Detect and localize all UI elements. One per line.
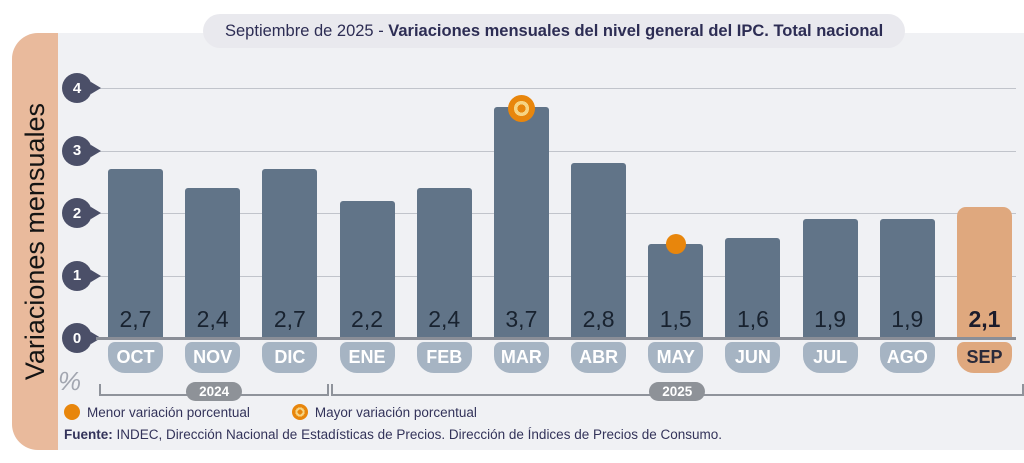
gridline-3 — [96, 150, 1016, 152]
month-pill-MAR: MAR — [493, 342, 549, 373]
x-axis-baseline — [96, 337, 1016, 340]
month-pill-ABR: ABR — [571, 342, 627, 373]
min-variation-marker — [665, 234, 686, 255]
bar-value-FEB: 2,4 — [428, 306, 461, 332]
bar-AGO — [879, 219, 935, 338]
bar-JUL — [802, 219, 858, 338]
bar-ENE — [339, 200, 395, 338]
bar-NOV — [185, 188, 241, 338]
bar-value-JUL: 1,9 — [814, 306, 847, 332]
year-bracket-2024: 2024 — [99, 382, 330, 401]
bar-value-JUN: 1,6 — [736, 306, 769, 332]
source-text: INDEC, Dirección Nacional de Estadística… — [112, 427, 723, 442]
chart-title: Septiembre de 2025 - Variaciones mensual… — [203, 14, 906, 48]
bar-OCT — [108, 169, 163, 338]
bar-FEB — [416, 188, 472, 338]
y-tick-0: 0 — [62, 323, 101, 353]
month-pill-MAY: MAY — [648, 342, 704, 373]
min-variation-dot-icon — [64, 404, 80, 420]
bar-value-MAR: 3,7 — [505, 306, 538, 332]
month-pill-JUN: JUN — [725, 342, 781, 373]
y-axis-title: Variaciones mensuales — [19, 102, 50, 381]
max-variation-ring-icon — [291, 404, 308, 420]
bar-ABR — [571, 163, 627, 338]
gridline-2 — [96, 213, 1016, 214]
month-pill-DIC: DIC — [262, 342, 318, 373]
bar-value-ABR: 2,8 — [582, 306, 615, 332]
bar-value-MAY: 1,5 — [659, 306, 692, 332]
percent-unit-label: % — [58, 366, 82, 396]
legend: Menor variación porcentual Mayor variaci… — [64, 404, 477, 420]
bar-value-DIC: 2,7 — [273, 306, 306, 332]
month-pill-SEP: SEP — [956, 342, 1012, 373]
legend-max-label: Mayor variación porcentual — [314, 404, 477, 420]
month-pill-JUL: JUL — [802, 342, 858, 373]
month-pill-ENE: ENE — [339, 342, 395, 373]
bar-value-ENE: 2,2 — [351, 306, 384, 332]
chart-title-main: Variaciones mensuales del nivel general … — [388, 22, 884, 40]
gridline-1 — [96, 275, 1016, 277]
year-pill-2025: 2025 — [649, 382, 706, 401]
month-pill-FEB: FEB — [416, 342, 472, 373]
chart-title-prefix: Septiembre de 2025 - — [225, 22, 389, 40]
bar-value-AGO: 1,9 — [891, 306, 924, 332]
source-note: Fuente: INDEC, Dirección Nacional de Est… — [64, 427, 722, 442]
bar-JUN — [725, 238, 781, 338]
gridline-4 — [96, 88, 1016, 89]
y-tick-1: 1 — [62, 260, 101, 291]
y-tick-2: 2 — [62, 198, 101, 228]
max-variation-marker — [507, 94, 535, 122]
month-pill-AGO: AGO — [879, 342, 935, 373]
bar-DIC — [262, 169, 318, 338]
month-pill-NOV: NOV — [185, 342, 241, 373]
bar-value-NOV: 2,4 — [196, 306, 229, 332]
y-tick-3: 3 — [62, 135, 101, 166]
sidebar-strip: Variaciones mensuales — [12, 33, 58, 450]
y-tick-4: 4 — [62, 73, 101, 103]
bar-value-SEP: 2,1 — [968, 306, 1001, 332]
source-prefix: Fuente: — [64, 427, 113, 442]
bar-MAR — [493, 106, 549, 338]
month-pill-OCT: OCT — [108, 342, 163, 373]
year-pill-2024: 2024 — [186, 382, 243, 401]
year-bracket-2025: 2025 — [330, 382, 1024, 401]
bar-SEP — [956, 206, 1012, 338]
bar-MAY — [648, 244, 704, 338]
legend-min-label: Menor variación porcentual — [87, 404, 250, 420]
bar-value-OCT: 2,7 — [119, 306, 152, 332]
